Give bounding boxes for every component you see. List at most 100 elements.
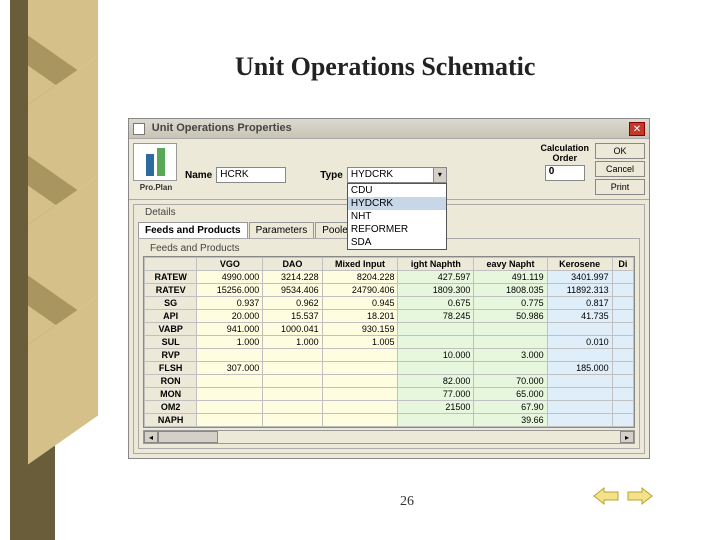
table-row[interactable]: FLSH307.000185.000 bbox=[145, 362, 634, 375]
cell[interactable] bbox=[197, 388, 263, 401]
cell[interactable]: 3214.228 bbox=[263, 271, 322, 284]
prev-slide-arrow[interactable] bbox=[584, 485, 620, 507]
column-header[interactable]: DAO bbox=[263, 258, 322, 271]
cell[interactable]: 0.775 bbox=[474, 297, 547, 310]
cell[interactable] bbox=[322, 388, 398, 401]
scroll-right-button[interactable]: ▸ bbox=[620, 431, 634, 443]
cell[interactable]: 0.817 bbox=[547, 297, 612, 310]
cell[interactable] bbox=[197, 414, 263, 427]
cell[interactable]: 427.597 bbox=[398, 271, 474, 284]
column-header[interactable]: Mixed Input bbox=[322, 258, 398, 271]
cell[interactable]: 941.000 bbox=[197, 323, 263, 336]
type-dropdown[interactable]: HYDCRK ▾ CDUHYDCRKNHTREFORMERSDA bbox=[347, 167, 447, 183]
cell[interactable]: 67.90 bbox=[474, 401, 547, 414]
column-header[interactable]: eavy Napht bbox=[474, 258, 547, 271]
type-option[interactable]: NHT bbox=[348, 210, 446, 223]
scroll-thumb[interactable] bbox=[158, 431, 218, 443]
cell[interactable] bbox=[322, 401, 398, 414]
cell[interactable] bbox=[612, 271, 633, 284]
cell[interactable]: 24790.406 bbox=[322, 284, 398, 297]
type-option[interactable]: REFORMER bbox=[348, 223, 446, 236]
cell[interactable]: 70.000 bbox=[474, 375, 547, 388]
cell[interactable]: 0.010 bbox=[547, 336, 612, 349]
close-button[interactable]: ✕ bbox=[629, 122, 645, 136]
table-row[interactable]: RATEW4990.0003214.2288204.228427.597491.… bbox=[145, 271, 634, 284]
cell[interactable]: 18.201 bbox=[322, 310, 398, 323]
data-grid[interactable]: VGODAOMixed Inputight Naphtheavy NaphtKe… bbox=[143, 256, 635, 428]
tab[interactable]: Parameters bbox=[249, 222, 315, 238]
cell[interactable]: 1.005 bbox=[322, 336, 398, 349]
cell[interactable]: 307.000 bbox=[197, 362, 263, 375]
cell[interactable]: 1.000 bbox=[197, 336, 263, 349]
cell[interactable] bbox=[263, 414, 322, 427]
cell[interactable]: 41.735 bbox=[547, 310, 612, 323]
cell[interactable] bbox=[612, 349, 633, 362]
cell[interactable]: 3401.997 bbox=[547, 271, 612, 284]
type-option-list[interactable]: CDUHYDCRKNHTREFORMERSDA bbox=[347, 183, 447, 250]
cell[interactable] bbox=[263, 349, 322, 362]
cell[interactable] bbox=[398, 323, 474, 336]
cell[interactable] bbox=[322, 349, 398, 362]
cell[interactable] bbox=[474, 336, 547, 349]
cell[interactable]: 930.159 bbox=[322, 323, 398, 336]
table-row[interactable]: NAPH39.66 bbox=[145, 414, 634, 427]
cell[interactable] bbox=[547, 414, 612, 427]
cell[interactable]: 21500 bbox=[398, 401, 474, 414]
cell[interactable] bbox=[263, 401, 322, 414]
cell[interactable] bbox=[612, 401, 633, 414]
cell[interactable]: 9534.406 bbox=[263, 284, 322, 297]
cell[interactable] bbox=[612, 414, 633, 427]
type-option[interactable]: HYDCRK bbox=[348, 197, 446, 210]
cell[interactable]: 65.000 bbox=[474, 388, 547, 401]
column-header[interactable]: Di bbox=[612, 258, 633, 271]
cell[interactable] bbox=[612, 310, 633, 323]
type-option[interactable]: SDA bbox=[348, 236, 446, 249]
cell[interactable]: 77.000 bbox=[398, 388, 474, 401]
table-row[interactable]: API20.00015.53718.20178.24550.98641.735 bbox=[145, 310, 634, 323]
cell[interactable]: 15256.000 bbox=[197, 284, 263, 297]
cell[interactable] bbox=[398, 362, 474, 375]
cell[interactable] bbox=[612, 362, 633, 375]
cell[interactable] bbox=[322, 362, 398, 375]
cell[interactable] bbox=[263, 375, 322, 388]
table-row[interactable]: RON82.00070.000 bbox=[145, 375, 634, 388]
cell[interactable]: 1.000 bbox=[263, 336, 322, 349]
cell[interactable] bbox=[547, 349, 612, 362]
cell[interactable]: 78.245 bbox=[398, 310, 474, 323]
scroll-left-button[interactable]: ◂ bbox=[144, 431, 158, 443]
table-row[interactable]: SG0.9370.9620.9450.6750.7750.817 bbox=[145, 297, 634, 310]
cell[interactable] bbox=[263, 362, 322, 375]
cell[interactable] bbox=[398, 414, 474, 427]
cell[interactable]: 1000.041 bbox=[263, 323, 322, 336]
titlebar[interactable]: Unit Operations Properties ✕ bbox=[129, 119, 649, 139]
cell[interactable]: 0.675 bbox=[398, 297, 474, 310]
cancel-button[interactable]: Cancel bbox=[595, 161, 645, 177]
cell[interactable]: 15.537 bbox=[263, 310, 322, 323]
ok-button[interactable]: OK bbox=[595, 143, 645, 159]
table-row[interactable]: VABP941.0001000.041930.159 bbox=[145, 323, 634, 336]
cell[interactable] bbox=[612, 375, 633, 388]
cell[interactable]: 1808.035 bbox=[474, 284, 547, 297]
cell[interactable] bbox=[612, 388, 633, 401]
cell[interactable]: 39.66 bbox=[474, 414, 547, 427]
cell[interactable] bbox=[612, 323, 633, 336]
cell[interactable]: 10.000 bbox=[398, 349, 474, 362]
cell[interactable]: 8204.228 bbox=[322, 271, 398, 284]
cell[interactable] bbox=[612, 284, 633, 297]
cell[interactable]: 3.000 bbox=[474, 349, 547, 362]
cell[interactable] bbox=[197, 375, 263, 388]
cell[interactable] bbox=[474, 362, 547, 375]
cell[interactable]: 1809.300 bbox=[398, 284, 474, 297]
cell[interactable] bbox=[398, 336, 474, 349]
cell[interactable]: 11892.313 bbox=[547, 284, 612, 297]
cell[interactable] bbox=[322, 375, 398, 388]
cell[interactable] bbox=[547, 323, 612, 336]
cell[interactable]: 185.000 bbox=[547, 362, 612, 375]
type-option[interactable]: CDU bbox=[348, 184, 446, 197]
cell[interactable]: 0.937 bbox=[197, 297, 263, 310]
cell[interactable] bbox=[547, 375, 612, 388]
cell[interactable]: 0.945 bbox=[322, 297, 398, 310]
name-input[interactable]: HCRK bbox=[216, 167, 286, 183]
table-row[interactable]: RVP10.0003.000 bbox=[145, 349, 634, 362]
type-value[interactable]: HYDCRK bbox=[347, 167, 447, 183]
